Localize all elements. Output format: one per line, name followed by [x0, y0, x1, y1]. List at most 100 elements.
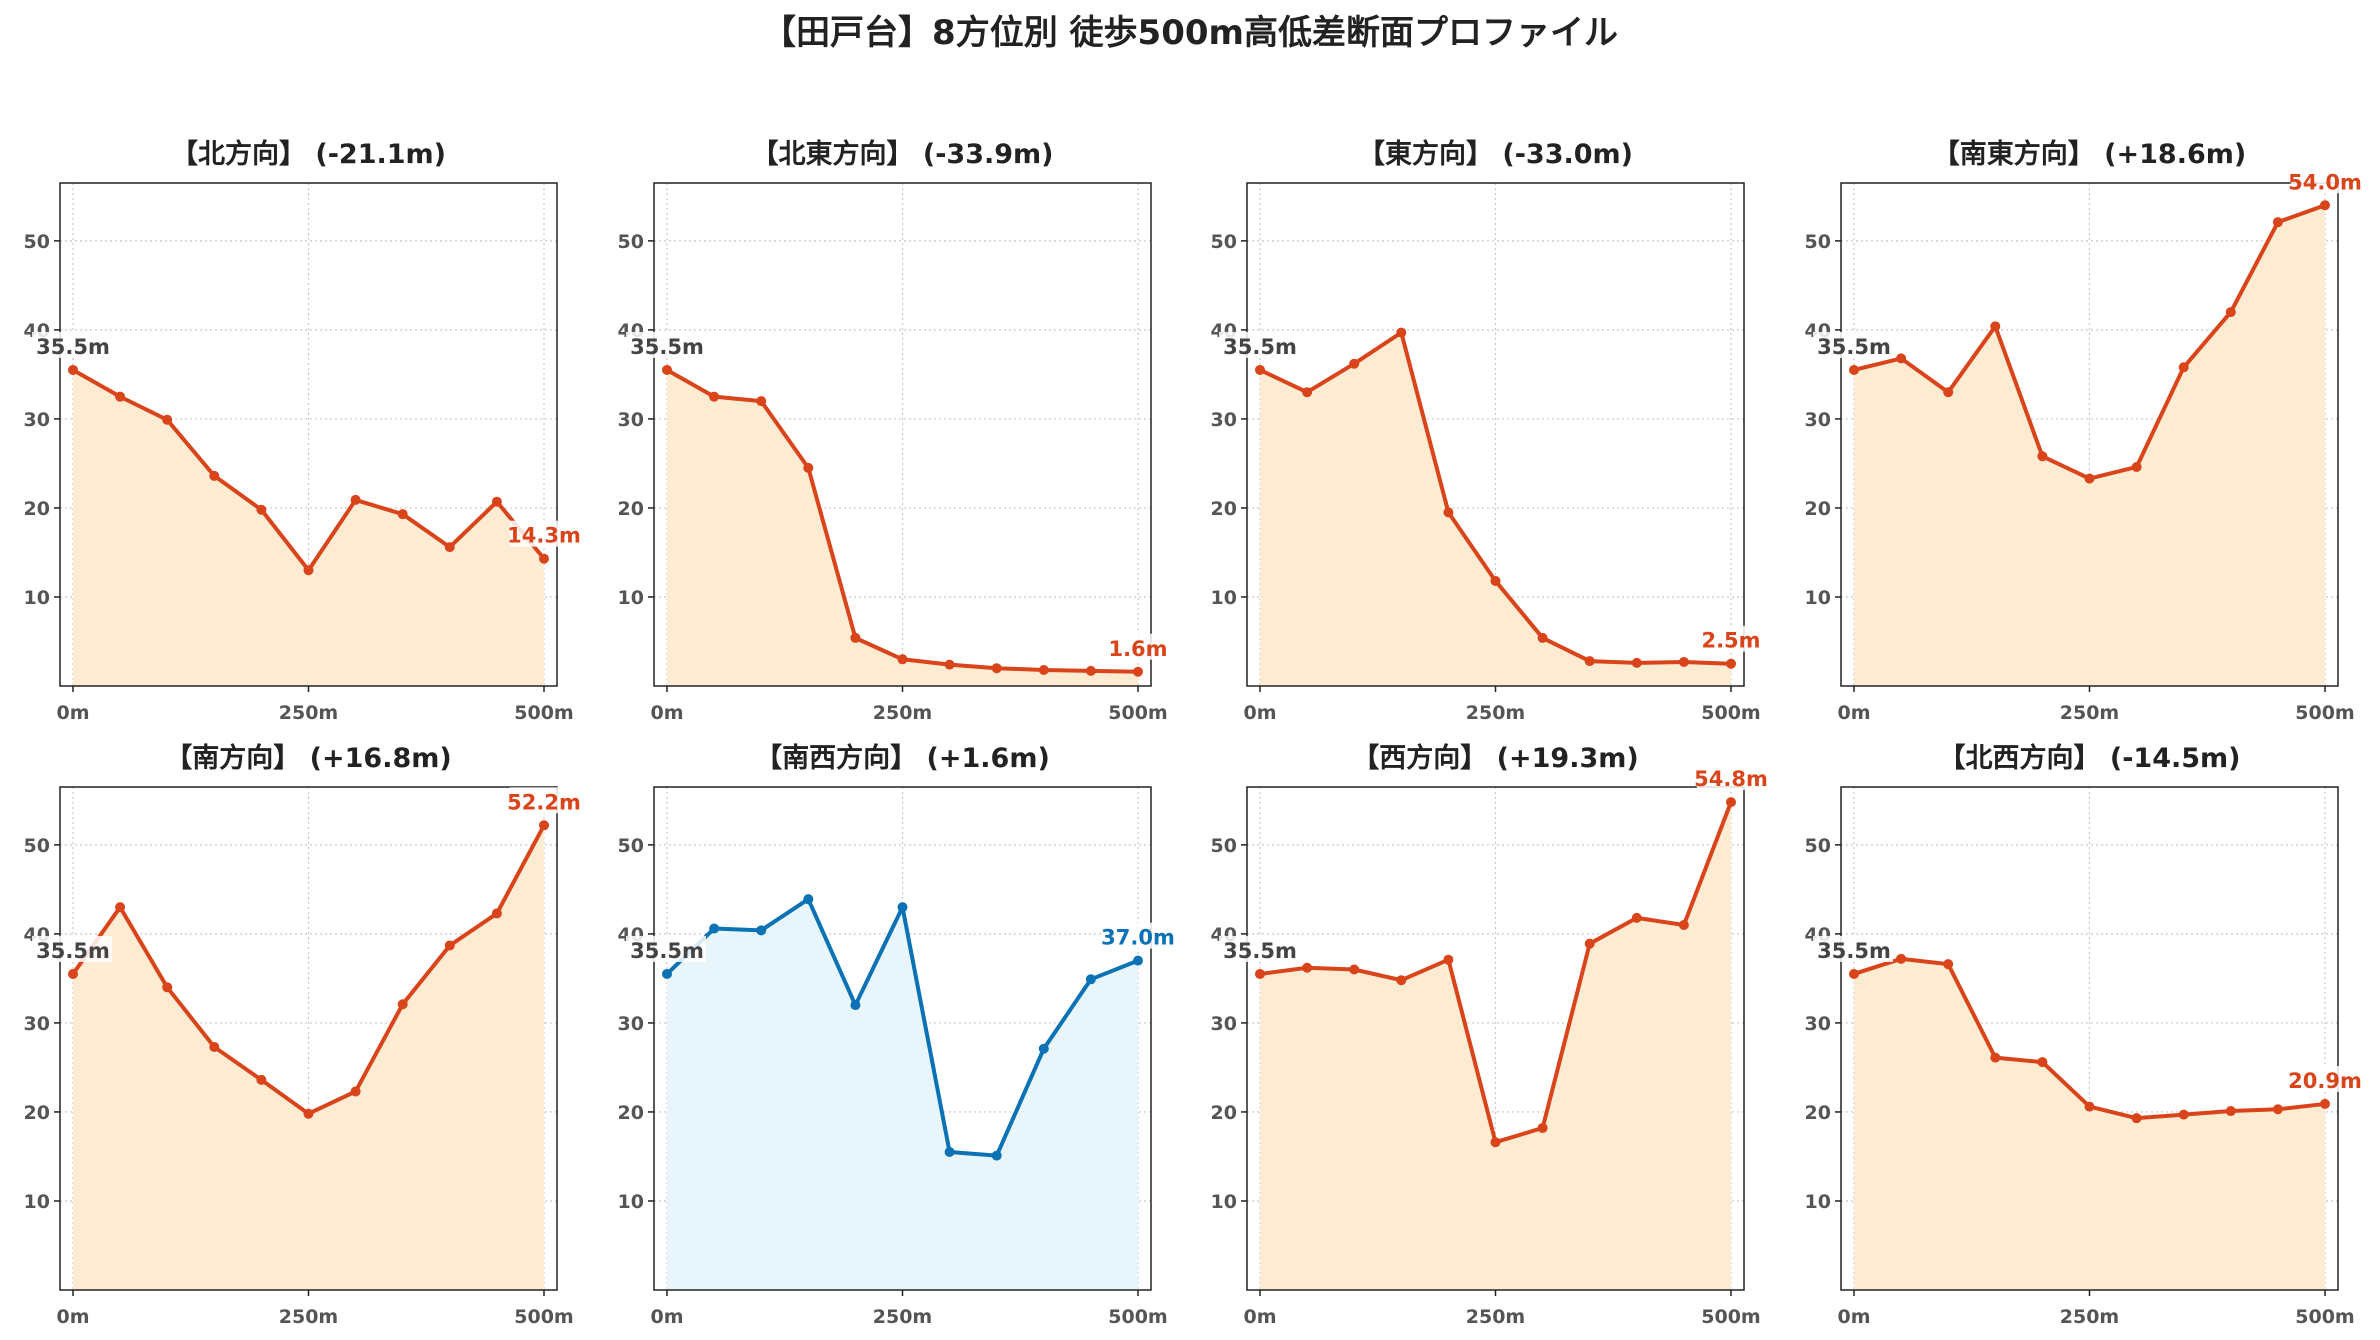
start-elevation-label: 35.5m [1223, 939, 1297, 963]
data-point [397, 509, 408, 520]
subplot-title: 【南西方向】 (+1.6m) [755, 742, 1050, 774]
y-tick-label: 10 [1211, 587, 1237, 609]
data-point [115, 391, 126, 402]
data-point [1584, 656, 1595, 667]
start-label-background [32, 935, 112, 962]
end-elevation-label: 37.0m [1101, 926, 1175, 950]
area-fill [667, 369, 1138, 686]
subplot-title: 【北東方向】 (-33.9m) [751, 138, 1053, 170]
data-point [1349, 358, 1360, 369]
start-elevation-label: 35.5m [36, 939, 110, 963]
subplot-title: 【東方向】 (-33.0m) [1358, 138, 1633, 170]
data-point [1443, 507, 1454, 518]
data-point [2272, 217, 2283, 228]
data-point [1678, 919, 1689, 930]
data-point [897, 902, 908, 913]
data-point [1726, 658, 1736, 669]
y-tick-label: 30 [1211, 1013, 1237, 1035]
data-point [756, 396, 767, 407]
data-point [162, 414, 173, 425]
data-point [1302, 387, 1313, 398]
x-tick-label: 250m [2060, 1306, 2119, 1328]
data-point [709, 923, 720, 934]
data-point [1396, 327, 1407, 338]
data-point [1038, 664, 1049, 675]
y-tick-label: 50 [618, 835, 644, 857]
x-tick-label: 0m [650, 1306, 683, 1328]
x-tick-label: 250m [2060, 702, 2119, 724]
end-label-background [1696, 764, 1766, 791]
data-point [803, 462, 814, 473]
start-elevation-label: 35.5m [630, 335, 704, 359]
x-tick-label: 0m [56, 1306, 89, 1328]
data-point [1349, 964, 1360, 975]
data-point [209, 470, 220, 481]
data-point [1085, 974, 1096, 985]
data-point [2178, 1109, 2189, 1120]
y-tick-label: 30 [1805, 409, 1831, 431]
y-tick-label: 50 [1805, 231, 1831, 253]
data-point [350, 494, 361, 505]
x-tick-label: 0m [56, 702, 89, 724]
data-point [662, 968, 672, 979]
start-elevation-label: 35.5m [1223, 335, 1297, 359]
start-label-background [1813, 331, 1893, 358]
data-point [897, 654, 908, 665]
data-point [1943, 959, 1954, 970]
x-tick-label: 500m [1108, 702, 1167, 724]
data-point [2225, 307, 2236, 318]
end-label-background [1703, 625, 1759, 652]
figure-title: 【田戸台】8方位別 徒歩500m高低差断面プロファイル [762, 13, 1618, 53]
data-point [256, 504, 267, 515]
data-point [303, 565, 314, 576]
data-point [850, 1000, 861, 1011]
start-label-background [32, 331, 112, 358]
area-fill [667, 899, 1138, 1290]
data-point [1396, 975, 1407, 986]
data-point [209, 1041, 220, 1052]
data-point [1255, 364, 1265, 375]
data-point [803, 894, 814, 905]
data-point [1678, 656, 1689, 667]
y-tick-label: 10 [1805, 1191, 1831, 1213]
data-point [756, 925, 767, 936]
data-point [539, 553, 549, 564]
data-point [2131, 461, 2142, 472]
y-tick-label: 20 [24, 1102, 50, 1124]
start-elevation-label: 35.5m [1817, 939, 1891, 963]
area-fill [1260, 332, 1731, 686]
start-label-background [626, 331, 706, 358]
data-point [491, 496, 502, 507]
data-point [1038, 1043, 1049, 1054]
data-point [444, 940, 455, 951]
start-label-background [626, 935, 706, 962]
data-point [2131, 1113, 2142, 1124]
start-elevation-label: 35.5m [1817, 335, 1891, 359]
x-tick-label: 250m [1466, 702, 1525, 724]
x-tick-label: 0m [1837, 1306, 1870, 1328]
x-tick-label: 250m [279, 1306, 338, 1328]
y-tick-label: 10 [1805, 587, 1831, 609]
y-tick-label: 50 [1211, 835, 1237, 857]
data-point [1584, 938, 1595, 949]
y-tick-label: 30 [618, 1013, 644, 1035]
data-point [1896, 953, 1907, 964]
y-tick-label: 50 [24, 835, 50, 857]
x-tick-label: 0m [1837, 702, 1870, 724]
y-tick-label: 20 [1211, 1102, 1237, 1124]
y-tick-label: 30 [24, 1013, 50, 1035]
data-point [303, 1108, 314, 1119]
end-label-background [509, 787, 579, 814]
end-label-background [1110, 633, 1166, 660]
data-point [850, 632, 861, 643]
area-fill [73, 825, 544, 1290]
data-point [1537, 1122, 1548, 1133]
data-point [2320, 200, 2330, 211]
data-point [1631, 657, 1642, 668]
